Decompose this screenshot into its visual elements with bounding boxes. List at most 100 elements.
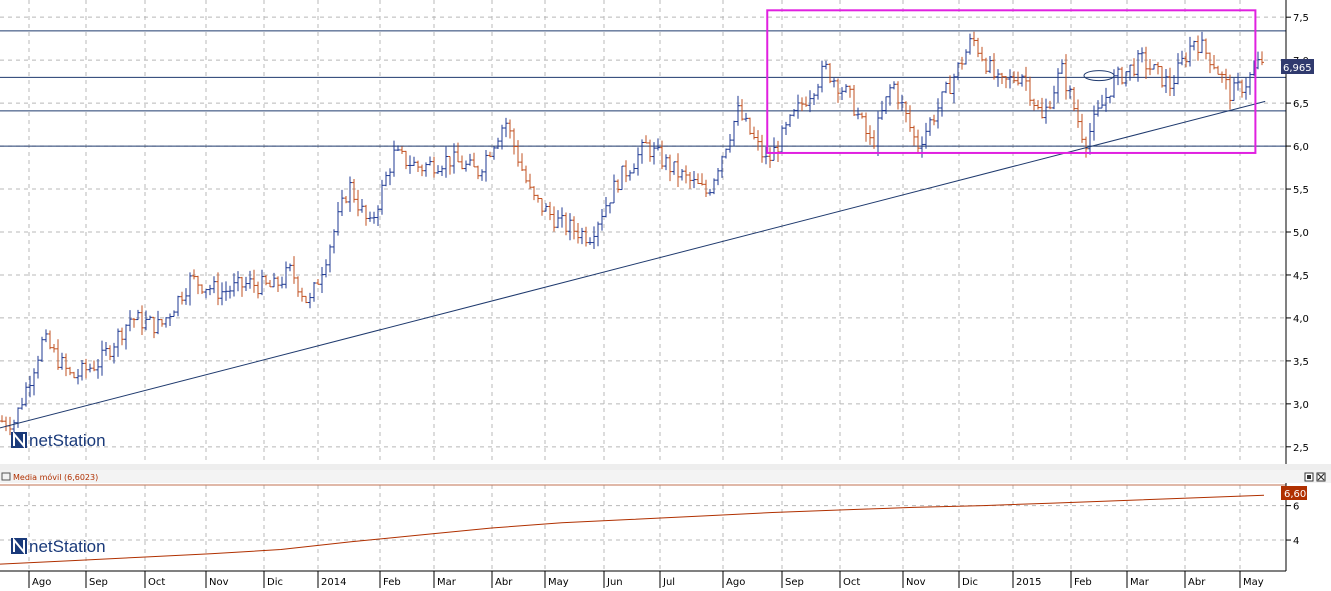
ohlc-bar: [984, 57, 988, 75]
netstation-logo-icon: [11, 431, 27, 449]
price-panel: 2,53,03,54,04,55,05,56,06,57,07,5 6,965 …: [0, 0, 1314, 464]
ohlc-bar: [816, 83, 820, 100]
ohlc-bar: [652, 142, 656, 165]
ohlc-bar: [252, 269, 256, 293]
ohlc-bar: [152, 316, 156, 339]
x-tick-label: 2015: [1016, 577, 1041, 588]
ohlc-bar: [784, 121, 788, 135]
ohlc-bar: [1016, 71, 1020, 86]
ohlc-bar: [1232, 78, 1236, 101]
x-tick-label: May: [548, 577, 569, 588]
ohlc-bar: [884, 96, 888, 115]
x-tick-label: 2014: [321, 577, 346, 588]
ohlc-bar: [700, 173, 704, 186]
ohlc-bar: [1020, 74, 1024, 87]
ohlc-bar: [824, 60, 828, 70]
ohlc-bar: [712, 178, 716, 195]
ohlc-bar: [1064, 54, 1068, 100]
ohlc-bar: [676, 153, 680, 188]
indicator-y-tick-label: 6: [1293, 502, 1299, 513]
ohlc-bar: [160, 319, 164, 327]
ohlc-bar: [768, 147, 772, 168]
restore-icon[interactable]: [1304, 472, 1314, 482]
x-tick-label: Dic: [267, 577, 283, 588]
ellipse-shape: [1083, 70, 1115, 82]
ohlc-bar: [472, 152, 476, 168]
ohlc-bar: [452, 143, 456, 174]
ohlc-bar: [412, 156, 416, 166]
ohlc-bar: [696, 173, 700, 184]
ohlc-bar: [1080, 113, 1084, 143]
x-tick-label: Feb: [383, 577, 401, 588]
ohlc-bar: [1240, 79, 1244, 98]
ohlc-bar: [704, 179, 708, 197]
ohlc-bar: [1200, 31, 1204, 54]
ohlc-bar: [736, 95, 740, 126]
ohlc-bar: [976, 37, 980, 58]
ohlc-bar: [256, 281, 260, 299]
ohlc-bar: [1008, 69, 1012, 89]
ohlc-bar: [172, 310, 176, 318]
ohlc-bar: [764, 146, 768, 165]
ohlc-bar: [40, 336, 44, 362]
panel-separator[interactable]: [0, 464, 1331, 470]
ohlc-bar: [620, 165, 624, 191]
x-tick-label: Sep: [89, 577, 108, 588]
indicator-last-value-label: 6,60: [1284, 489, 1306, 500]
x-tick-label: Jul: [662, 577, 675, 588]
ohlc-bar: [632, 163, 636, 174]
ohlc-bar: [928, 117, 932, 136]
ohlc-bar: [500, 124, 504, 150]
ohlc-bar: [296, 276, 300, 297]
ohlc-bar: [788, 114, 792, 127]
ohlc-bar: [1188, 36, 1192, 67]
ohlc-bar: [536, 194, 540, 203]
x-axis: Ago Sep Oct Nov Dic 2014 Feb Mar Abr May Jun Jul Ago…: [0, 570, 1331, 591]
ohlc-bar: [532, 186, 536, 201]
price-last-value: 6,965: [1281, 59, 1314, 74]
ohlc-bar: [292, 256, 296, 284]
ohlc-bar: [844, 84, 848, 93]
ohlc-bar: [1220, 71, 1224, 83]
ohlc-bar: [932, 114, 936, 126]
x-tick-label: Mar: [1130, 577, 1150, 588]
price-logo: netStation: [11, 431, 106, 450]
ohlc-bar: [76, 369, 80, 385]
price-y-ticks: 2,53,03,54,04,55,05,56,06,57,07,5: [1286, 13, 1309, 454]
ohlc-bar: [164, 317, 168, 328]
ohlc-bar: [1144, 46, 1148, 80]
close-icon[interactable]: [1316, 472, 1326, 482]
ohlc-bar: [312, 281, 316, 302]
ohlc-bar: [1072, 87, 1076, 111]
ohlc-bar: [856, 107, 860, 120]
ohlc-bar: [740, 99, 744, 121]
ohlc-bar: [196, 275, 200, 295]
ohlc-bar: [348, 176, 352, 212]
ohlc-bar: [1260, 51, 1264, 66]
ohlc-bar: [444, 146, 448, 178]
ohlc-bar: [456, 142, 460, 163]
ohlc-bar: [280, 276, 284, 289]
ohlc-bar: [568, 213, 572, 241]
price-last-value-label: 6,965: [1283, 63, 1312, 74]
ohlc-bar: [912, 125, 916, 146]
ohlc-bar: [1184, 52, 1188, 68]
ohlc-bar: [88, 363, 92, 373]
ohlc-bar: [400, 146, 404, 154]
x-tick-label: Nov: [209, 577, 229, 588]
ohlc-bar: [1092, 105, 1096, 141]
ohlc-bar: [36, 355, 40, 379]
ohlc-bar: [988, 56, 992, 74]
logo-text: netStation: [29, 431, 106, 450]
price-bars: [0, 31, 1264, 438]
ohlc-bar: [420, 164, 424, 177]
ohlc-bar: [1100, 94, 1104, 109]
ohlc-bar: [244, 276, 248, 291]
indicator-title: Media móvil (6,6023): [13, 472, 98, 482]
ohlc-bar: [480, 169, 484, 181]
ohlc-bar: [936, 98, 940, 129]
ohlc-bar: [176, 295, 180, 317]
price-y-tick-label: 4,0: [1293, 314, 1309, 325]
ohlc-bar: [872, 130, 876, 149]
x-tick-label: Feb: [1074, 577, 1092, 588]
